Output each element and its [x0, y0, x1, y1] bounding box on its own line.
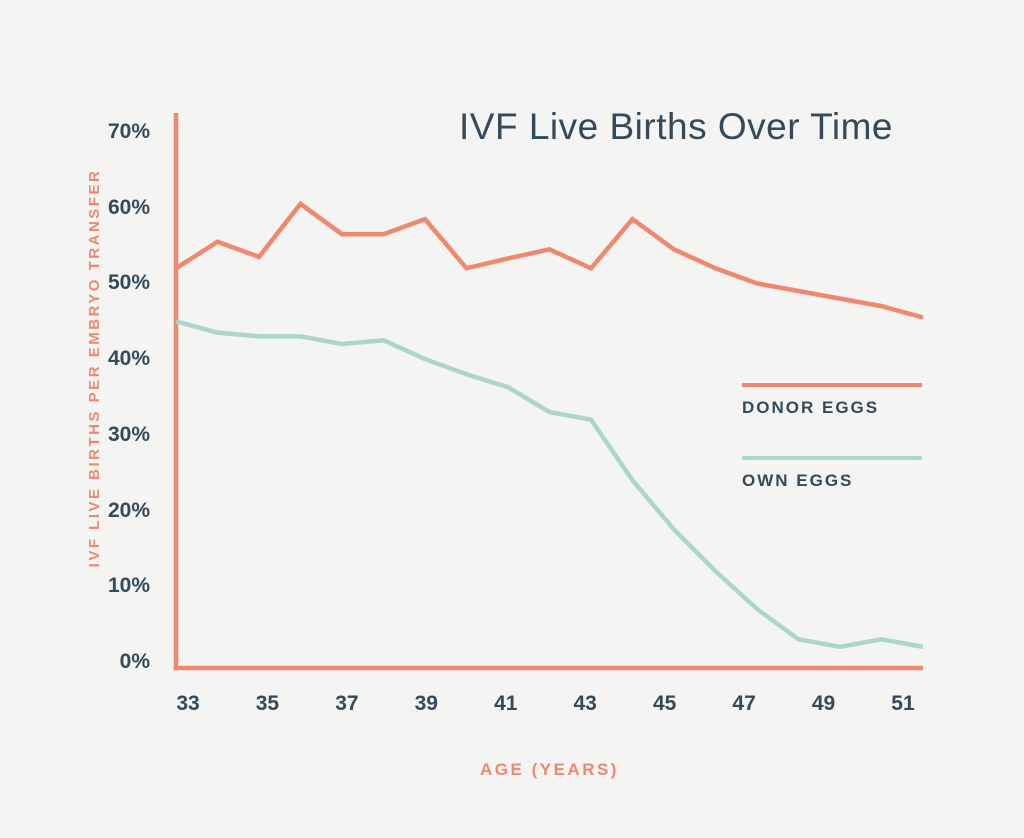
x-axis-label: AGE (YEARS)	[480, 760, 619, 779]
own-eggs-line-swatch	[742, 456, 922, 460]
y-tick-label: 40%	[107, 347, 150, 371]
legend: DONOR EGGS OWN EGGS	[742, 383, 922, 493]
legend-item-own-eggs: OWN EGGS	[742, 456, 922, 493]
y-tick-label: 0%	[119, 649, 150, 673]
y-tick-label: 50%	[107, 271, 150, 295]
legend-label-donor-eggs: DONOR EGGS	[742, 398, 880, 417]
series-line-own-eggs	[175, 319, 924, 650]
x-tick-label: 45	[652, 692, 677, 715]
x-tick-label: 39	[414, 692, 438, 715]
legend-item-donor-eggs: DONOR EGGS	[742, 383, 922, 420]
legend-label-own-eggs: OWN EGGS	[742, 471, 854, 490]
y-tick-label: 10%	[107, 574, 150, 598]
y-tick-label: 60%	[107, 195, 150, 219]
x-tick-label: 35	[255, 692, 280, 715]
x-tick-label: 43	[573, 692, 597, 715]
chart-title: IVF Live Births Over Time	[459, 106, 893, 147]
x-tick-label: 49	[811, 692, 836, 715]
x-tick-label: 47	[732, 692, 756, 715]
series-line-donor-eggs	[174, 200, 924, 320]
y-tick-label: 20%	[107, 498, 150, 522]
donor-eggs-line-swatch	[742, 383, 922, 387]
y-tick-label: 70%	[107, 120, 150, 143]
x-tick-label: 33	[176, 692, 200, 715]
x-tick-label: 37	[335, 692, 359, 715]
x-tick-label: 51	[891, 692, 915, 715]
x-tick-label: 41	[494, 692, 518, 715]
y-tick-label: 30%	[107, 422, 150, 446]
